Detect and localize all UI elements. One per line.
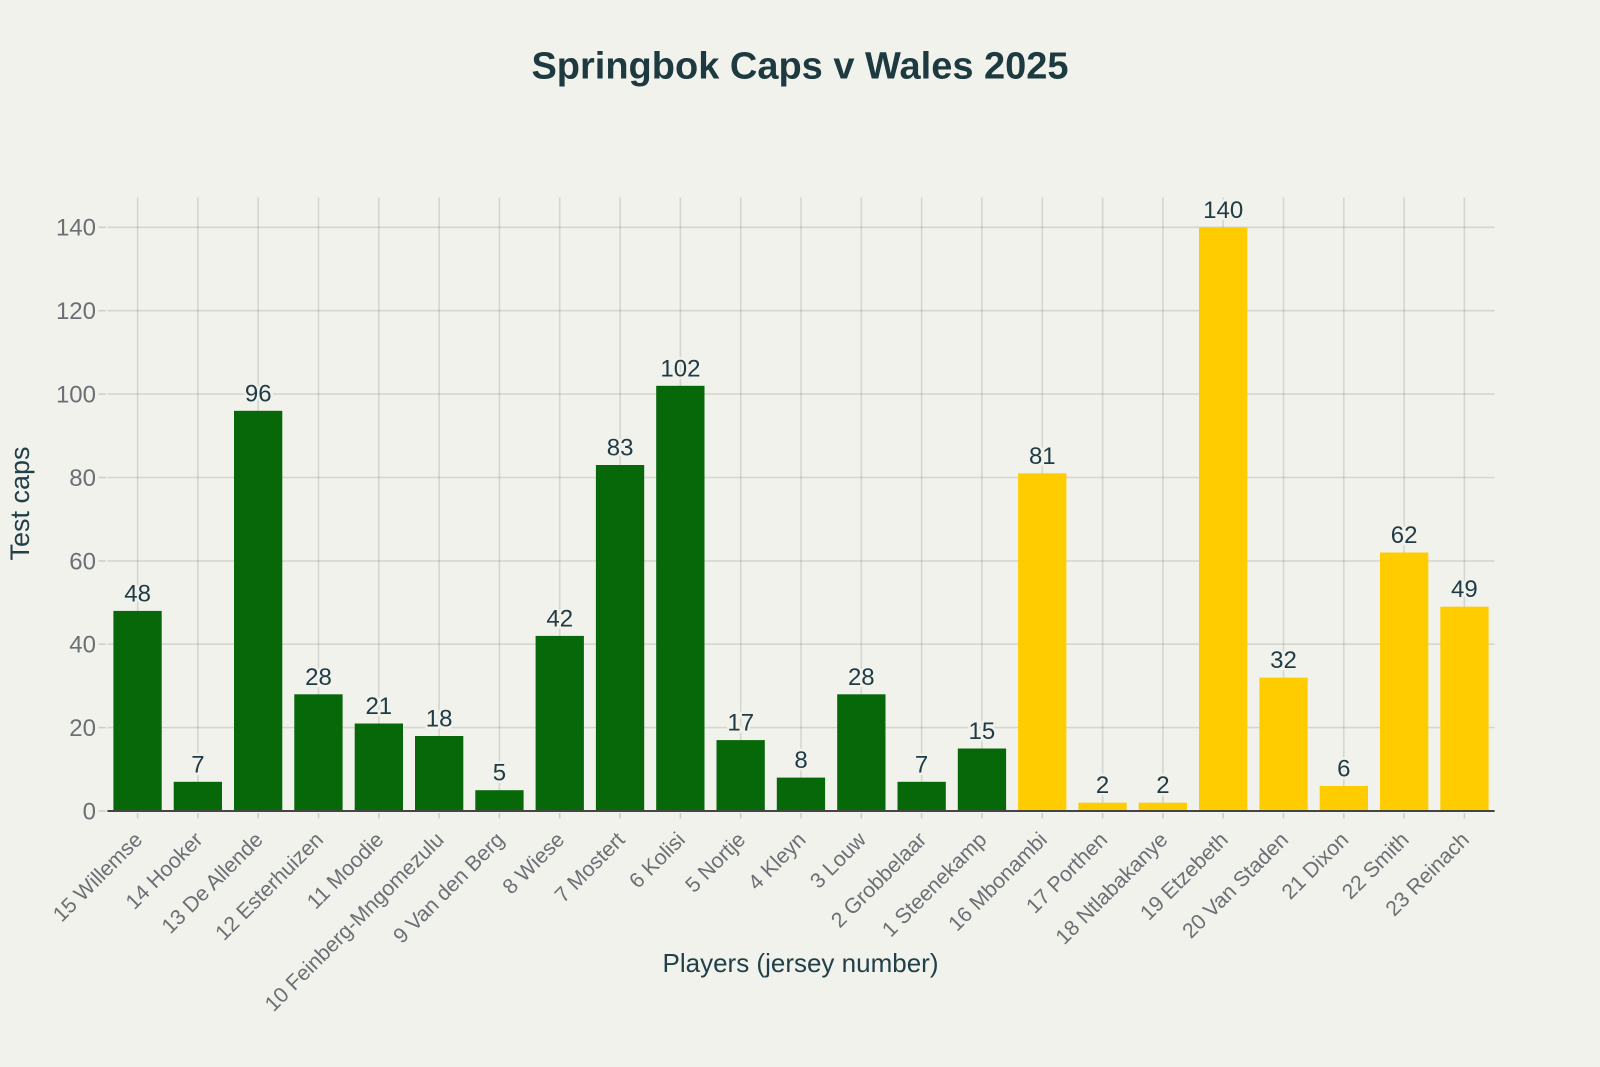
svg-text:49: 49: [1451, 576, 1478, 603]
svg-text:7: 7: [191, 751, 204, 778]
svg-text:6: 6: [1337, 756, 1350, 783]
svg-text:7: 7: [915, 751, 928, 778]
svg-text:83: 83: [607, 435, 634, 462]
svg-text:17: 17: [727, 710, 754, 737]
svg-text:15: 15: [969, 718, 996, 745]
svg-text:28: 28: [305, 664, 332, 691]
svg-text:Test caps: Test caps: [5, 446, 35, 560]
svg-text:20: 20: [69, 715, 96, 742]
svg-text:140: 140: [1203, 197, 1243, 224]
svg-text:28: 28: [848, 664, 875, 691]
svg-text:102: 102: [660, 355, 700, 382]
svg-text:Players (jersey number): Players (jersey number): [663, 948, 939, 978]
svg-text:96: 96: [245, 380, 272, 407]
svg-text:100: 100: [56, 382, 96, 409]
svg-text:0: 0: [83, 798, 96, 825]
svg-text:21: 21: [365, 693, 392, 720]
svg-text:80: 80: [69, 465, 96, 492]
svg-text:2: 2: [1096, 772, 1109, 799]
svg-text:Springbok Caps v Wales 2025: Springbok Caps v Wales 2025: [531, 46, 1068, 88]
svg-text:140: 140: [56, 215, 96, 242]
svg-text:81: 81: [1029, 443, 1056, 470]
svg-text:8: 8: [794, 747, 807, 774]
svg-text:48: 48: [124, 580, 151, 607]
svg-text:60: 60: [69, 548, 96, 575]
svg-text:2: 2: [1156, 772, 1169, 799]
svg-text:62: 62: [1391, 522, 1418, 549]
svg-text:40: 40: [69, 632, 96, 659]
svg-text:42: 42: [546, 605, 573, 632]
svg-text:32: 32: [1270, 647, 1297, 674]
svg-text:5: 5: [493, 760, 506, 787]
svg-text:120: 120: [56, 298, 96, 325]
svg-text:18: 18: [426, 706, 453, 733]
